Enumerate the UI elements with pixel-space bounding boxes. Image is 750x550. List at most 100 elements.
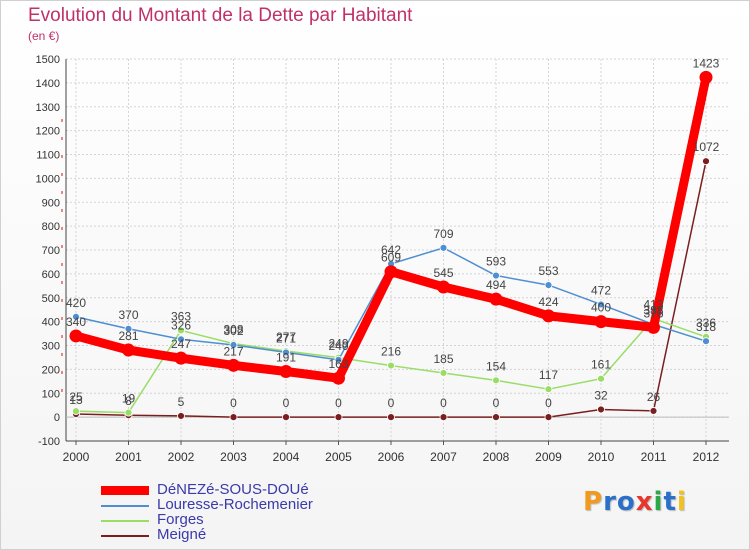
y-tick-label: 1500 — [36, 54, 60, 66]
x-tick-label: 2012 — [693, 450, 720, 464]
y-tick-label: 1100 — [36, 150, 60, 162]
data-point — [282, 413, 290, 422]
y-tick-label: 500 — [42, 293, 60, 305]
data-label: 400 — [591, 301, 611, 315]
data-point — [437, 280, 450, 294]
y-tick-label: -100 — [38, 436, 60, 448]
x-tick-label: 2006 — [378, 450, 405, 464]
x-tick-label: 2004 — [273, 450, 300, 464]
data-label: 388 — [643, 303, 663, 317]
x-tick-label: 2007 — [430, 450, 457, 464]
data-label: 25 — [69, 390, 83, 404]
data-label: 424 — [538, 295, 558, 309]
logo-letter: i — [676, 487, 687, 517]
data-point — [544, 281, 553, 289]
data-point — [542, 309, 555, 323]
logo-letter: o — [616, 487, 636, 517]
data-label: 494 — [486, 278, 506, 292]
legend-label: Meigné — [157, 526, 207, 543]
data-label: 26 — [647, 390, 661, 404]
data-label: 308 — [223, 323, 243, 337]
data-point — [124, 408, 133, 417]
y-tick-label: 1400 — [36, 78, 60, 90]
logo-letter: r — [603, 487, 617, 517]
data-label: 19 — [122, 392, 136, 406]
data-point — [177, 335, 185, 344]
data-point — [489, 292, 503, 306]
data-point — [544, 413, 553, 422]
data-label: 216 — [381, 345, 401, 359]
data-label: 247 — [171, 337, 191, 351]
data-point — [227, 358, 240, 372]
data-point — [384, 265, 398, 279]
y-tick-label: 100 — [42, 388, 60, 400]
logo-letter: x — [635, 487, 654, 517]
data-label: 336 — [696, 316, 716, 330]
data-point — [124, 324, 133, 333]
data-label: 363 — [171, 309, 191, 323]
data-point — [174, 351, 188, 365]
logo-letter: i — [653, 487, 664, 517]
data-point — [387, 361, 395, 370]
data-label: 249 — [328, 337, 348, 351]
data-label: 0 — [440, 396, 447, 410]
chart-title: Evolution du Montant de la Dette par Hab… — [28, 5, 413, 26]
legend-swatch — [101, 535, 149, 537]
data-point — [332, 371, 345, 385]
data-label: 376 — [643, 306, 663, 320]
y-tick-label: 300 — [42, 341, 60, 353]
data-point — [334, 355, 343, 364]
data-point — [492, 413, 500, 422]
data-point — [439, 369, 448, 377]
y-tick-label: 200 — [42, 364, 60, 376]
chart-unit-label: (en €) — [28, 29, 60, 43]
x-tick-label: 2010 — [588, 450, 615, 464]
data-point — [492, 271, 500, 280]
data-label: 32 — [594, 388, 608, 402]
data-label: 545 — [433, 266, 453, 280]
data-label: 609 — [381, 251, 401, 265]
y-tick-label: 400 — [42, 317, 60, 329]
data-label: 593 — [486, 255, 506, 269]
data-point — [597, 374, 605, 383]
data-label: 191 — [276, 351, 296, 365]
y-tick-label: 900 — [42, 197, 60, 209]
data-point — [699, 70, 713, 84]
x-tick-label: 2005 — [325, 450, 352, 464]
data-point — [439, 243, 448, 252]
x-tick-label: 2003 — [220, 450, 247, 464]
data-label: 709 — [433, 227, 453, 241]
data-label: 277 — [276, 330, 296, 344]
data-label: 281 — [118, 329, 138, 343]
data-label: 13 — [69, 393, 83, 407]
legend-swatch — [101, 505, 149, 507]
data-label: 217 — [223, 344, 243, 358]
data-point — [279, 365, 293, 379]
legend-label: DéNEZé-SOUS-DOUé — [157, 481, 309, 498]
x-tick-label: 2002 — [168, 450, 195, 464]
data-point — [597, 300, 605, 309]
data-point — [122, 343, 135, 357]
data-label: 0 — [283, 396, 290, 410]
data-label: 413 — [643, 298, 663, 312]
data-point — [69, 329, 83, 343]
data-point — [72, 312, 80, 321]
data-point — [544, 385, 553, 394]
legend-swatch — [101, 486, 149, 495]
x-tick-label: 2011 — [641, 450, 667, 464]
legend-label: Forges — [157, 511, 204, 528]
y-tick-label: 1300 — [36, 102, 60, 114]
data-label: 0 — [388, 396, 395, 410]
data-label: 0 — [230, 396, 237, 410]
x-tick-label: 2008 — [483, 450, 510, 464]
data-label: 642 — [381, 243, 401, 257]
y-tick-label: 1200 — [36, 126, 60, 138]
data-label: 0 — [545, 396, 552, 410]
data-label: 240 — [328, 339, 348, 353]
data-point — [229, 413, 238, 422]
data-label: 302 — [223, 324, 243, 338]
x-tick-label: 2000 — [63, 450, 90, 464]
data-point — [439, 413, 448, 422]
